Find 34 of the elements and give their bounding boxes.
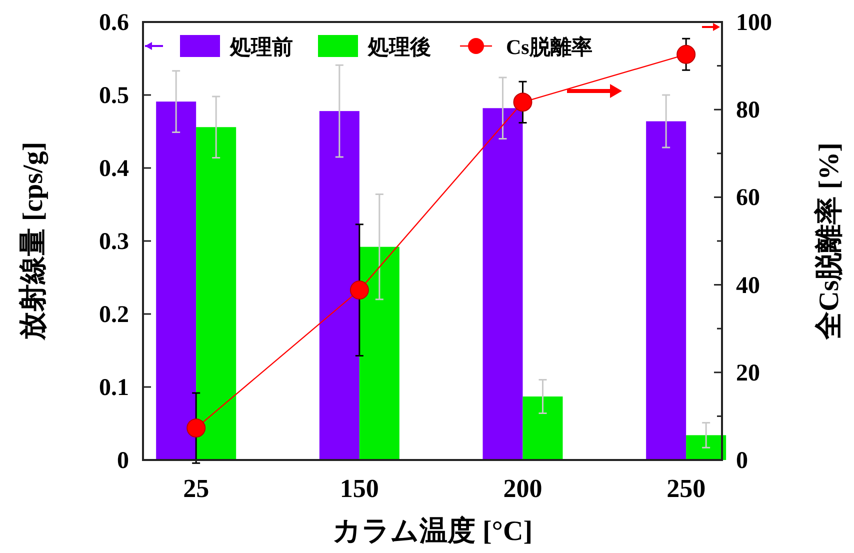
x-tick-label: 25 <box>183 474 210 503</box>
y-tick-label: 0 <box>117 448 129 474</box>
x-tick-label: 250 <box>666 474 706 503</box>
bar <box>522 396 563 460</box>
y-axis-title: 放射線量 [cps/g] <box>18 142 49 342</box>
y2-tick-label: 80 <box>736 98 760 124</box>
y-tick-label: 0.6 <box>99 10 129 36</box>
legend-label: Cs脱離率 <box>506 35 592 59</box>
y-tick-label: 0.5 <box>99 83 129 109</box>
bar <box>646 121 686 460</box>
bar <box>196 127 236 460</box>
y2-axis-title: 全Cs脱離率 [%] <box>813 142 845 340</box>
point <box>513 92 532 112</box>
y2-tick-label: 20 <box>736 360 760 386</box>
x-axis-title: カラム温度 [°C] <box>332 515 533 547</box>
y-tick-label: 0.4 <box>99 156 129 182</box>
bar <box>156 102 196 460</box>
legend-label: 処理後 <box>367 35 431 59</box>
y-tick-label: 0.1 <box>99 375 129 401</box>
y-tick-label: 0.2 <box>99 302 129 328</box>
x-tick-label: 200 <box>503 474 542 503</box>
bar <box>482 108 523 460</box>
x-tick-label: 150 <box>340 474 379 503</box>
bar <box>319 111 360 460</box>
point <box>676 44 696 64</box>
point <box>186 418 206 438</box>
bar <box>359 246 400 460</box>
y2-tick-label: 100 <box>736 10 772 36</box>
y-tick-label: 0.3 <box>99 229 129 255</box>
y2-tick-label: 60 <box>736 185 760 212</box>
y2-tick-label: 40 <box>736 272 760 299</box>
legend-label: 処理前 <box>229 35 293 59</box>
y2-tick-label: 0 <box>736 448 748 474</box>
point <box>350 280 369 300</box>
